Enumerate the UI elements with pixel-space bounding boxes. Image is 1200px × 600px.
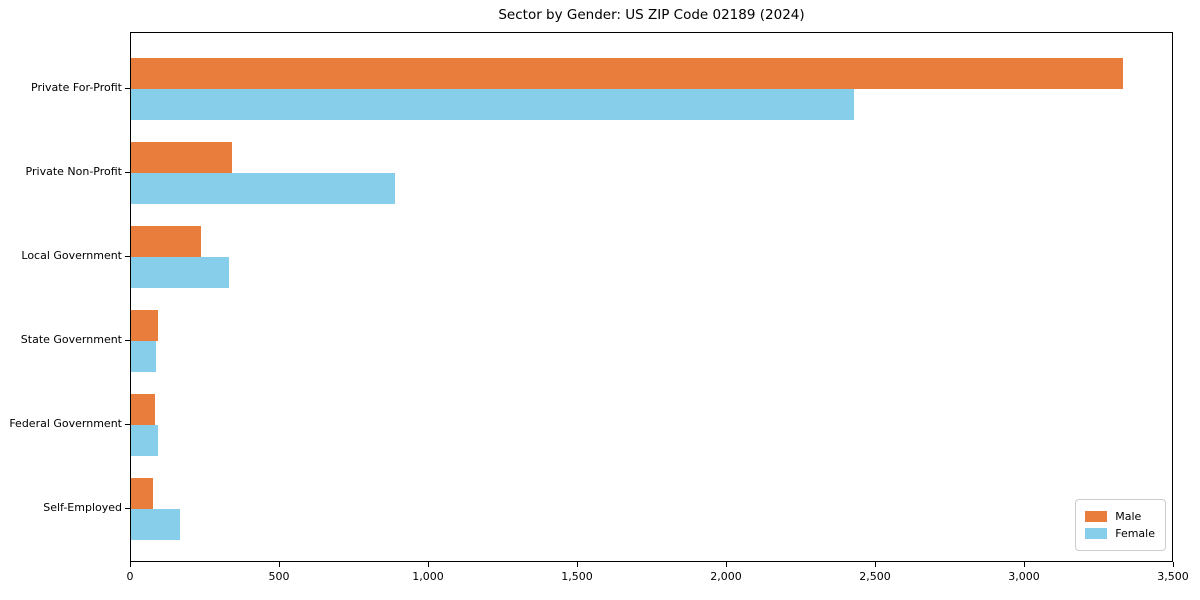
y-tick-label: State Government <box>20 333 122 346</box>
y-tick-mark <box>125 172 130 173</box>
y-tick-label: Private For-Profit <box>31 81 122 94</box>
legend-label-female: Female <box>1115 527 1155 540</box>
y-tick-mark <box>125 88 130 89</box>
x-tick-label: 1,000 <box>412 570 444 583</box>
legend-label-male: Male <box>1115 510 1142 523</box>
x-tick-label: 0 <box>126 570 134 583</box>
x-tick-mark <box>428 562 429 567</box>
x-tick-mark <box>130 562 131 567</box>
legend: Male Female <box>1075 499 1166 551</box>
bar-female <box>131 257 230 288</box>
bar-male <box>131 226 201 257</box>
x-tick-mark <box>577 562 578 567</box>
x-tick-mark <box>1173 562 1174 567</box>
x-tick-mark <box>875 562 876 567</box>
legend-item-male: Male <box>1085 509 1155 524</box>
bar-male <box>131 478 154 509</box>
bar-female <box>131 341 157 372</box>
x-tick-label: 3,000 <box>1008 570 1040 583</box>
bar-female <box>131 89 854 120</box>
x-tick-label: 3,500 <box>1157 570 1189 583</box>
y-tick-label: Private Non-Profit <box>25 165 122 178</box>
x-tick-mark <box>1024 562 1025 567</box>
bar-female <box>131 173 395 204</box>
y-tick-label: Local Government <box>21 249 122 262</box>
bar-male <box>131 310 158 341</box>
bar-male <box>131 142 233 173</box>
y-tick-mark <box>125 424 130 425</box>
y-tick-mark <box>125 256 130 257</box>
chart-title: Sector by Gender: US ZIP Code 02189 (202… <box>498 7 805 23</box>
x-tick-label: 2,000 <box>710 570 742 583</box>
x-tick-label: 500 <box>268 570 290 583</box>
x-tick-mark <box>726 562 727 567</box>
legend-swatch-female <box>1085 528 1108 539</box>
y-tick-label: Federal Government <box>9 417 122 430</box>
y-tick-mark <box>125 340 130 341</box>
y-tick-mark <box>125 508 130 509</box>
plot-area: Male Female <box>130 32 1173 562</box>
y-tick-label: Self-Employed <box>43 501 122 514</box>
x-tick-label: 2,500 <box>859 570 891 583</box>
x-tick-label: 1,500 <box>561 570 593 583</box>
x-tick-mark <box>279 562 280 567</box>
legend-item-female: Female <box>1085 526 1155 541</box>
legend-swatch-male <box>1085 511 1108 522</box>
bar-male <box>131 58 1124 89</box>
bar-male <box>131 394 155 425</box>
bar-female <box>131 425 158 456</box>
bar-female <box>131 509 181 540</box>
